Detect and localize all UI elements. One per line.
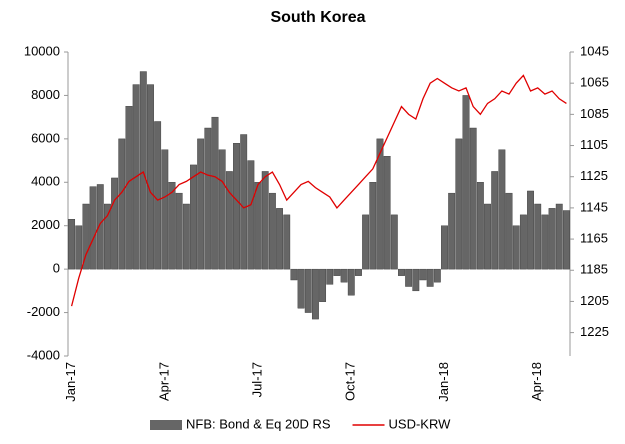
y-tick-label: -4000 xyxy=(27,347,60,362)
x-tick-label: Apr-18 xyxy=(529,362,544,401)
bar xyxy=(240,134,248,270)
y2-tick-label: 1105 xyxy=(580,137,608,152)
bar xyxy=(441,225,448,270)
bar xyxy=(68,218,76,270)
line xyxy=(70,74,567,307)
y-tick-label: 4000 xyxy=(31,174,60,189)
chart-title: South Korea xyxy=(270,9,365,26)
y2-tick-label: 1205 xyxy=(580,293,609,308)
bar xyxy=(426,268,434,287)
bar xyxy=(555,203,563,270)
bar xyxy=(168,182,176,270)
bar xyxy=(118,138,126,270)
bar xyxy=(390,214,398,270)
x-tick-label: Jul-17 xyxy=(249,362,264,397)
bar xyxy=(562,210,570,270)
y2-tick-label: 1065 xyxy=(580,75,609,90)
bar xyxy=(527,190,534,270)
y-tick-label: 10000 xyxy=(24,43,60,58)
bar xyxy=(548,208,556,270)
y2-tick-label: 1225 xyxy=(580,324,609,339)
bar xyxy=(484,203,491,270)
bar xyxy=(268,192,276,270)
bar xyxy=(261,171,269,270)
bar xyxy=(89,186,97,270)
y-tick-label: 8000 xyxy=(31,87,60,102)
y2-tick-label: 1165 xyxy=(580,231,608,246)
bar xyxy=(498,149,506,270)
bar xyxy=(154,121,162,270)
legend-label: USD-KRW xyxy=(389,416,452,431)
bar xyxy=(254,182,262,270)
bar xyxy=(448,192,456,270)
bar xyxy=(197,138,205,270)
bar xyxy=(297,268,305,309)
x-tick-label: Jan-17 xyxy=(63,362,78,402)
y-tick-label: 2000 xyxy=(31,217,60,232)
bar xyxy=(204,127,212,270)
bar xyxy=(355,268,362,276)
bar xyxy=(491,171,499,270)
y2-tick-label: 1125 xyxy=(580,168,608,183)
bar xyxy=(534,203,542,270)
bar xyxy=(304,268,312,313)
bar xyxy=(139,71,147,270)
bar xyxy=(319,268,327,302)
bar xyxy=(340,268,348,283)
y2-tick-label: 1145 xyxy=(580,199,608,214)
bar xyxy=(541,214,549,270)
x-tick-label: Jan-18 xyxy=(436,362,451,402)
bar xyxy=(290,268,298,281)
bar xyxy=(82,203,90,270)
bar xyxy=(182,203,190,270)
bar xyxy=(333,268,341,276)
bar xyxy=(190,164,197,270)
legend-swatch xyxy=(150,420,182,430)
bar xyxy=(369,182,377,270)
bar xyxy=(362,214,370,270)
x-tick-label: Oct-17 xyxy=(343,362,358,401)
bar xyxy=(347,268,355,296)
bar xyxy=(283,214,291,270)
bar xyxy=(326,268,334,285)
y2-tick-label: 1045 xyxy=(580,43,609,58)
bar xyxy=(433,268,441,283)
bar xyxy=(311,268,319,320)
bar xyxy=(218,149,226,270)
bar xyxy=(469,127,477,270)
bar xyxy=(519,214,527,270)
bar xyxy=(412,268,420,292)
bar xyxy=(161,149,169,270)
bar xyxy=(505,192,513,270)
bar xyxy=(111,177,119,270)
bar xyxy=(211,116,219,270)
bar xyxy=(247,160,255,270)
bar xyxy=(455,138,463,270)
bar xyxy=(276,208,283,270)
bar xyxy=(96,184,104,270)
x-tick-label: Apr-17 xyxy=(156,362,171,401)
y2-tick-label: 1185 xyxy=(580,262,608,277)
bar xyxy=(405,268,413,287)
bar xyxy=(175,192,183,270)
bar xyxy=(125,106,133,270)
bar xyxy=(419,268,427,281)
bar xyxy=(512,225,520,270)
bar xyxy=(376,138,384,270)
y-tick-label: 0 xyxy=(53,261,60,276)
y-tick-label: 6000 xyxy=(31,130,60,145)
y-tick-label: -2000 xyxy=(27,304,60,319)
bar xyxy=(398,268,405,276)
bar xyxy=(104,203,111,270)
bar xyxy=(147,84,154,270)
y2-tick-label: 1085 xyxy=(580,106,609,121)
bar xyxy=(476,182,484,270)
bar xyxy=(225,171,233,270)
bar xyxy=(233,142,240,270)
bar xyxy=(383,156,391,270)
legend-label: NFB: Bond & Eq 20D RS xyxy=(186,416,331,431)
bar xyxy=(462,95,470,270)
bar xyxy=(75,225,83,270)
